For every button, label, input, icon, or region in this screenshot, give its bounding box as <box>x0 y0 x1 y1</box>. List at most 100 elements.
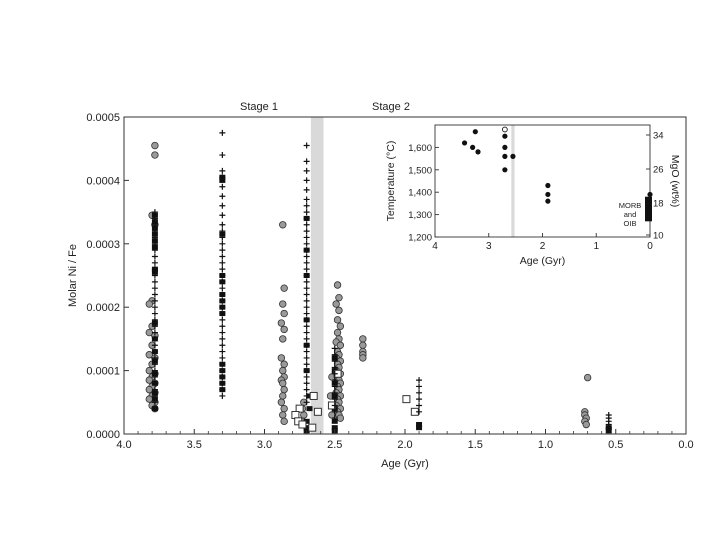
data-point-plus <box>219 291 226 298</box>
data-point-square <box>151 396 158 402</box>
data-point-plus <box>151 259 158 266</box>
data-point-plus <box>219 367 226 374</box>
x-tick-label: 2.0 <box>397 439 412 451</box>
y-tick-label: 0.0005 <box>86 112 120 124</box>
data-point-filled-circle <box>470 144 476 150</box>
data-point-plus <box>151 361 158 368</box>
x-tick-label: 2.5 <box>327 439 342 451</box>
data-point-plus <box>219 316 226 323</box>
data-point-plus <box>303 348 310 355</box>
data-point-plus <box>331 383 338 390</box>
data-point-plus <box>219 304 226 311</box>
x-tick-label: 3.0 <box>257 439 272 451</box>
data-point-plus <box>151 278 158 285</box>
data-point-plus <box>219 247 226 254</box>
data-point-filled-circle <box>475 149 481 155</box>
stage-boundary-band <box>310 117 324 434</box>
data-point-plus <box>219 361 226 368</box>
data-point-plus <box>219 323 226 330</box>
data-point-plus <box>331 351 338 358</box>
data-point-circle <box>279 392 287 400</box>
data-point-circle <box>151 141 159 150</box>
morb-oib-bar <box>645 196 652 222</box>
inset-background <box>433 121 656 241</box>
data-point-circle <box>359 354 367 362</box>
inset-y-tick-label: 1,300 <box>408 210 432 221</box>
inset-y2-tick-label: 10 <box>653 231 664 242</box>
x-tick-label: 4.0 <box>116 439 131 451</box>
inset-y-tick-label: 1,200 <box>408 233 432 244</box>
data-point-circle <box>280 385 288 394</box>
inset-x-tick-label: 2 <box>540 241 546 252</box>
data-point-square <box>151 371 158 377</box>
data-point-circle <box>333 316 342 324</box>
data-point-circle <box>333 328 342 337</box>
data-point-plus <box>303 329 310 336</box>
data-point-plus <box>303 386 310 393</box>
data-point-square <box>151 269 158 275</box>
data-point-plus <box>303 228 310 235</box>
data-point-circle <box>335 306 343 315</box>
data-point-plus <box>151 342 158 349</box>
data-point-square <box>151 358 158 364</box>
inset-y-axis-label: Temperature (°C) <box>385 141 397 222</box>
data-point-plus <box>219 167 226 174</box>
data-point-plus <box>219 228 226 235</box>
data-point-circle <box>279 379 287 387</box>
data-point-plus <box>151 240 158 247</box>
data-point-plus <box>219 386 226 393</box>
morb-oib-annotation: and <box>624 210 637 219</box>
data-point-plus <box>151 310 158 317</box>
data-point-square <box>151 244 158 250</box>
data-point-plus <box>303 202 310 209</box>
data-point-plus <box>303 259 310 266</box>
data-point-circle <box>280 404 288 413</box>
data-point-plus <box>151 405 158 412</box>
data-point-plus <box>303 392 310 399</box>
data-point-plus <box>331 370 338 377</box>
data-point-plus <box>331 415 338 422</box>
data-point-plus <box>151 266 158 273</box>
data-point-plus <box>303 142 310 149</box>
data-point-circle <box>279 300 287 308</box>
data-point-square <box>306 406 313 412</box>
data-point-plus <box>219 212 226 219</box>
y-axis-label: Molar Ni / Fe <box>67 244 79 307</box>
data-point-plus <box>151 329 158 336</box>
data-point-circle <box>280 309 288 318</box>
data-point-plus <box>303 209 310 216</box>
data-point-plus <box>303 272 310 279</box>
data-point-plus <box>219 253 226 260</box>
inset-x-tick-label: 3 <box>486 241 492 252</box>
data-point-plus <box>303 158 310 165</box>
data-point-square <box>416 425 423 431</box>
stage-1-label: Stage 1 <box>240 101 278 113</box>
data-point-circle <box>277 354 286 362</box>
data-point-plus <box>331 364 338 371</box>
data-point-plus <box>151 272 158 279</box>
data-point-plus <box>151 304 158 311</box>
data-point-plus <box>331 396 338 403</box>
data-point-filled-circle <box>510 153 516 159</box>
data-point-circle <box>279 366 287 375</box>
data-point-plus <box>303 240 310 247</box>
x-axis-label: Age (Gyr) <box>381 458 429 470</box>
data-point-circle <box>280 325 288 334</box>
data-point-plus <box>219 183 226 190</box>
inset-y2-tick-label: 18 <box>653 199 664 210</box>
data-point-plus <box>303 361 310 368</box>
data-point-plus <box>416 389 423 396</box>
data-point-plus <box>303 234 310 241</box>
data-point-circle <box>151 151 159 159</box>
data-point-plus <box>219 297 226 304</box>
data-point-plus <box>303 253 310 260</box>
data-point-plus <box>219 202 226 209</box>
data-point-plus <box>219 221 226 228</box>
morb-oib-annotation: MORB <box>619 201 642 210</box>
data-point-filled-circle <box>461 140 468 146</box>
data-point-square <box>605 428 612 434</box>
data-point-plus <box>303 177 310 184</box>
data-point-circle <box>336 341 345 349</box>
data-point-circle <box>583 373 592 382</box>
